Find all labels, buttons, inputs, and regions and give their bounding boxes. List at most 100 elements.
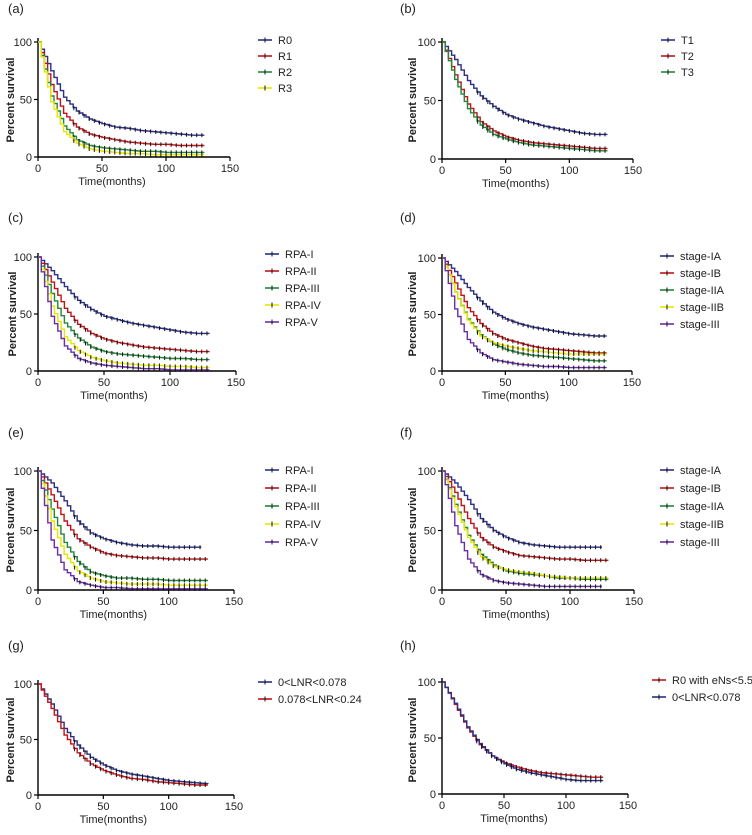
x-tick-label: 100: [157, 163, 175, 175]
x-tick-label: 100: [159, 801, 177, 813]
survival-curve: [442, 470, 609, 561]
y-tick-label: 0: [26, 585, 32, 597]
x-tick-label: 150: [225, 801, 243, 813]
legend-entry: T3: [661, 67, 694, 79]
series-4: [442, 470, 602, 589]
series-2: [38, 470, 208, 583]
x-tick-label: 150: [221, 163, 239, 175]
y-tick-label: 50: [424, 310, 436, 322]
x-tick-label: 50: [500, 596, 512, 608]
x-axis-title: Time(months): [482, 609, 549, 621]
x-tick-label: 150: [623, 377, 641, 389]
series-1: [38, 256, 210, 354]
legend-label: R3: [278, 83, 292, 95]
survival-curve: [442, 257, 607, 362]
legend-entry: R0 with eNs<5.5: [652, 675, 752, 687]
legend-entry: RPA-II: [265, 266, 317, 278]
series-1: [442, 681, 604, 783]
survival-curve: [38, 41, 205, 147]
legend-label: stage-IIA: [680, 285, 725, 297]
x-tick-label: 0: [439, 800, 445, 812]
survival-curve: [38, 41, 205, 154]
x-tick-label: 100: [559, 377, 577, 389]
y-tick-label: 0: [430, 366, 436, 378]
legend-entry: RPA-II: [265, 483, 317, 495]
survival-curve: [442, 470, 609, 580]
y-tick-label: 100: [418, 466, 436, 478]
series-1: [442, 257, 607, 355]
x-axis-title: Time(months): [80, 390, 147, 402]
y-tick-label: 0: [430, 585, 436, 597]
legend-entry: stage-IIA: [660, 285, 725, 297]
x-tick-label: 150: [227, 377, 245, 389]
y-axis-label: Percent survival: [5, 58, 17, 143]
x-tick-label: 150: [625, 596, 643, 608]
survival-curve: [38, 41, 205, 156]
y-tick-label: 50: [20, 95, 32, 107]
series-4: [38, 256, 210, 372]
legend-entry: RPA-III: [265, 501, 320, 513]
series-3: [38, 41, 205, 157]
legend-label: T3: [681, 67, 694, 79]
y-tick-label: 100: [14, 37, 32, 49]
legend-label: stage-IB: [680, 268, 721, 280]
series-0: [38, 470, 202, 550]
legend-label: RPA-IV: [285, 300, 322, 312]
series-2: [442, 257, 607, 363]
panel-label: (e): [8, 425, 24, 440]
series-2: [38, 41, 205, 155]
survival-curve: [442, 681, 604, 778]
panel-a: (a) Percent survival 0 50 100 0 50 100 150 Time(m…: [5, 1, 292, 188]
x-tick-label: 0: [439, 377, 445, 389]
legend-label: RPA-I: [285, 465, 314, 477]
panel-c: (c) Percent survival 0 50 100 0 50 100 150 Time(m…: [7, 210, 322, 402]
x-axis-title: Time(months): [480, 813, 547, 825]
legend-entry: T2: [661, 51, 694, 63]
x-tick-label: 50: [96, 163, 108, 175]
legend-label: stage-IA: [680, 251, 722, 263]
series-0: [38, 41, 205, 138]
panel-label: (f): [400, 425, 412, 440]
legend-entry: R3: [258, 83, 292, 95]
survival-curve: [442, 41, 608, 150]
panel-label: (a): [8, 1, 24, 16]
panel-f: (f) Percent survival 0 50 100 0 50 100 150 Time(m…: [400, 425, 725, 621]
survival-curve: [38, 470, 208, 586]
y-tick-label: 50: [20, 526, 32, 538]
y-tick-label: 0: [26, 366, 32, 378]
series-1: [38, 470, 208, 562]
panel-d: (d) Percent survival 0 50 100 0 50 100 150 Time(m…: [400, 210, 725, 402]
legend-label: RPA-IV: [285, 519, 322, 531]
y-tick-label: 100: [418, 37, 436, 49]
panel-label: (h): [400, 638, 416, 653]
series-3: [442, 257, 607, 357]
x-tick-label: 100: [560, 165, 578, 177]
legend-entry: 0<LNR<0.078: [652, 692, 741, 704]
survival-curve: [38, 683, 208, 786]
survival-curve: [442, 470, 602, 588]
panel-h: (h) Percent survival 0 50 100 0 50 100 150 Time(m…: [400, 638, 752, 825]
legend-label: RPA-II: [285, 266, 317, 278]
y-axis-label: Percent survival: [407, 58, 419, 143]
y-axis-label: Percent survival: [407, 698, 419, 783]
x-tick-label: 0: [35, 377, 41, 389]
legend-entry: RPA-I: [265, 465, 314, 477]
legend-entry: stage-III: [660, 537, 720, 549]
x-tick-label: 50: [500, 165, 512, 177]
survival-curve: [442, 41, 608, 136]
legend-label: R0 with eNs<5.5: [672, 675, 752, 687]
legend-label: 0<LNR<0.078: [278, 677, 347, 689]
x-tick-label: 0: [439, 165, 445, 177]
series-0: [442, 470, 602, 550]
x-axis-title: Time(months): [482, 178, 549, 190]
panel-label: (c): [8, 210, 23, 225]
y-tick-label: 50: [424, 526, 436, 538]
x-axis-title: Time(months): [78, 176, 145, 188]
x-tick-label: 50: [499, 377, 511, 389]
survival-curve: [442, 470, 602, 548]
legend-entry: stage-IA: [660, 251, 722, 263]
y-tick-label: 100: [418, 253, 436, 265]
series-0: [442, 41, 608, 137]
legend-entry: R0: [258, 35, 292, 47]
